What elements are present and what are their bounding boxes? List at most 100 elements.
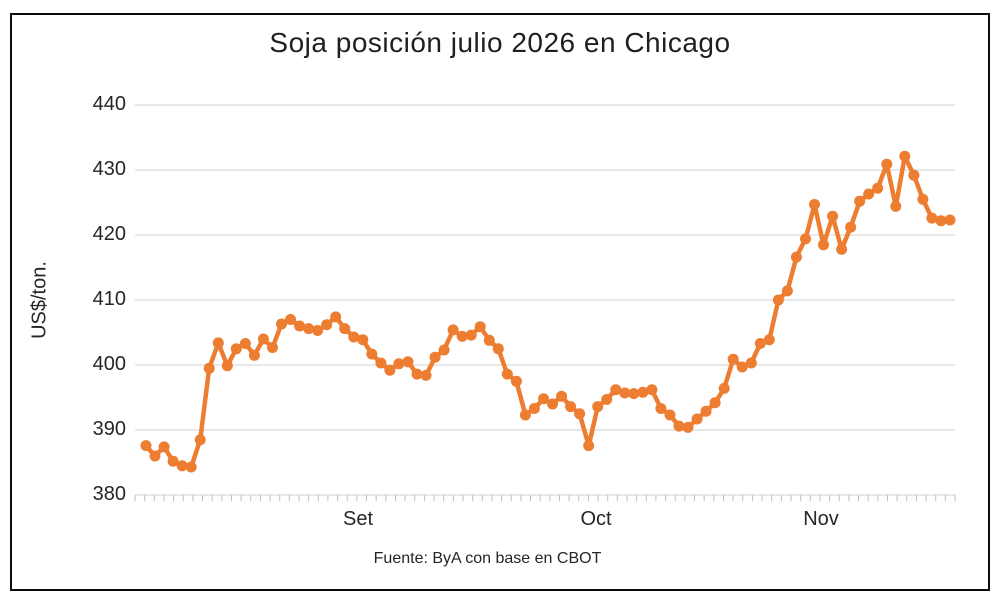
data-point-marker (330, 311, 342, 323)
data-point-marker (420, 369, 432, 381)
data-point-marker (140, 440, 152, 452)
data-point-marker (149, 450, 161, 462)
data-point-marker (944, 214, 956, 226)
data-point-marker (221, 360, 233, 372)
data-point-marker (845, 221, 857, 233)
data-point-marker (628, 388, 640, 400)
data-point-marker (357, 334, 369, 346)
data-point-marker (547, 398, 558, 410)
y-tick-label: 420 (92, 223, 126, 245)
data-point-marker (384, 364, 396, 376)
data-point-marker (718, 382, 730, 394)
data-point-marker (556, 390, 568, 402)
data-point-marker (935, 215, 947, 227)
data-point-marker (646, 384, 658, 396)
data-point-marker (745, 357, 757, 369)
data-point-marker (736, 361, 748, 373)
data-point-marker (393, 358, 405, 370)
y-tick-label: 400 (92, 353, 126, 375)
data-point-marker (700, 405, 712, 417)
data-point-marker (429, 351, 441, 363)
data-point-marker (538, 393, 549, 405)
data-point-marker (267, 342, 278, 353)
chart-title: Soja posición julio 2026 en Chicago (269, 27, 731, 58)
data-point-marker (827, 210, 839, 222)
data-point-marker (248, 349, 260, 361)
data-point-marker (818, 239, 829, 251)
data-point-marker (637, 386, 649, 398)
data-point-marker (574, 408, 586, 420)
data-point-marker (312, 325, 324, 336)
data-point-marker (601, 394, 613, 405)
data-point-marker (402, 356, 414, 368)
data-point-marker (881, 158, 893, 170)
data-point-marker (474, 321, 486, 333)
data-line (143, 154, 953, 470)
data-point-marker (790, 251, 802, 263)
data-point-marker (528, 403, 540, 414)
data-point-marker (348, 331, 360, 343)
data-point-marker (682, 421, 694, 433)
data-point-marker (483, 334, 495, 346)
data-point-marker (285, 314, 296, 325)
data-point-marker (303, 323, 315, 335)
y-tick-label: 390 (92, 418, 126, 440)
data-point-marker (673, 420, 685, 432)
data-point-marker (203, 362, 215, 374)
y-tick-label: 430 (92, 158, 126, 180)
data-point-marker (176, 460, 188, 472)
data-point-marker (664, 409, 676, 421)
data-point-marker (510, 375, 522, 387)
data-point-marker (890, 200, 902, 212)
data-point-marker (257, 333, 269, 345)
data-point-marker (709, 397, 721, 409)
data-point-marker (754, 338, 766, 349)
x-month-label: Oct (580, 508, 612, 530)
data-point-marker (456, 330, 468, 342)
data-point-marker (800, 233, 811, 245)
x-month-label: Nov (803, 508, 839, 530)
data-point-marker (772, 294, 784, 306)
data-point-marker (781, 285, 793, 297)
data-point-marker (872, 182, 884, 194)
data-point-marker (447, 324, 459, 336)
data-point-marker (809, 199, 820, 210)
data-point-marker (194, 434, 206, 446)
data-point-marker (239, 338, 251, 349)
data-point-marker (167, 455, 179, 467)
y-tick-label: 410 (92, 288, 126, 310)
data-point-marker (592, 401, 604, 413)
y-tick-label: 440 (92, 93, 126, 115)
y-tick-label: 380 (92, 483, 126, 505)
data-point-marker (899, 150, 911, 162)
data-point-marker (321, 319, 333, 331)
data-point-marker (411, 368, 423, 380)
data-point-marker (908, 169, 920, 181)
data-point-marker (863, 188, 875, 200)
data-point-marker (492, 343, 504, 355)
y-axis-title: US$/ton. (28, 261, 51, 339)
data-point-marker (854, 195, 866, 207)
data-point-marker (230, 343, 242, 355)
data-point-marker (691, 413, 703, 425)
data-point-marker (565, 401, 577, 413)
data-point-marker (212, 337, 224, 349)
data-point-marker (836, 243, 848, 255)
data-point-marker (294, 320, 306, 332)
data-point-marker (763, 334, 775, 346)
data-point-marker (438, 344, 450, 356)
data-point-marker (610, 384, 622, 396)
data-point-marker (158, 441, 170, 453)
data-point-marker (185, 461, 197, 473)
data-point-marker (926, 212, 938, 224)
data-point-marker (655, 403, 667, 414)
data-point-marker (727, 353, 739, 365)
data-point-marker (366, 348, 378, 360)
data-point-marker (276, 318, 287, 330)
data-point-marker (375, 357, 387, 369)
x-month-label: Set (342, 508, 374, 530)
data-point-marker (619, 387, 631, 399)
data-point-marker (917, 193, 929, 205)
source-caption: Fuente: ByA con base en CBOT (373, 550, 602, 567)
